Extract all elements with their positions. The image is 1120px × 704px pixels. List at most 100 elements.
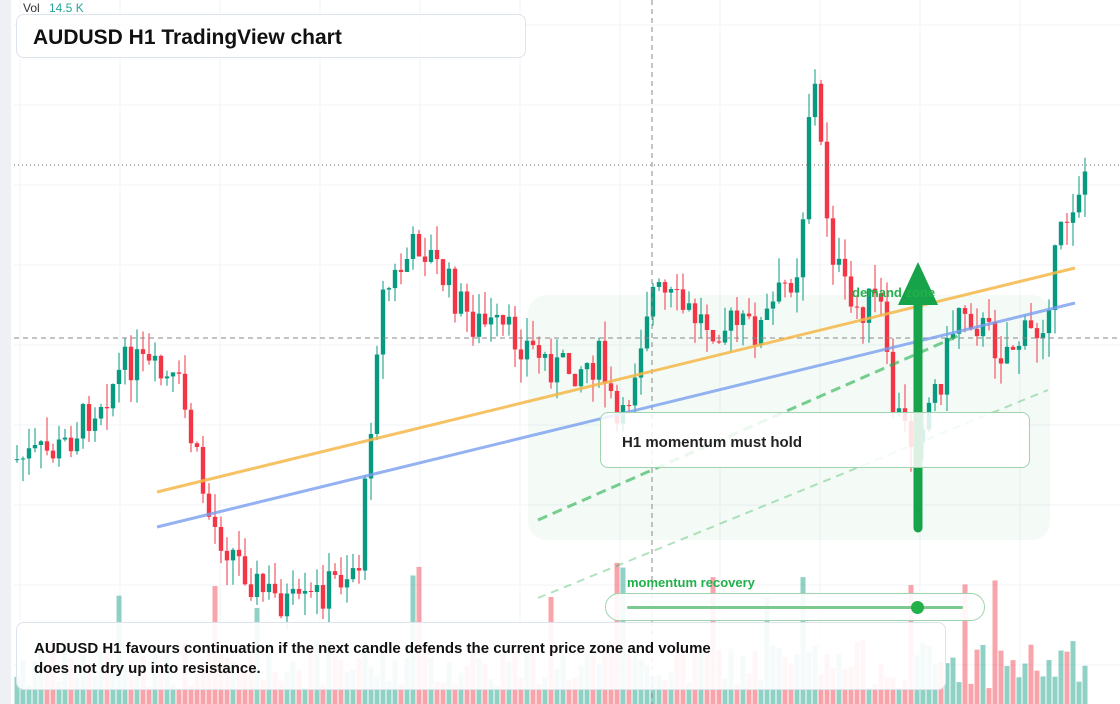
candle-body bbox=[356, 568, 362, 571]
candle-body bbox=[878, 293, 884, 302]
volume-bar bbox=[890, 676, 896, 704]
volume-bar bbox=[896, 687, 902, 704]
candle-body bbox=[950, 333, 956, 338]
candle-body bbox=[1028, 320, 1034, 329]
candle-body bbox=[554, 357, 560, 383]
candle-body bbox=[704, 314, 710, 331]
candle-body bbox=[278, 593, 284, 617]
volume-bar bbox=[986, 688, 992, 704]
grid bbox=[14, 0, 1120, 704]
candle-body bbox=[542, 353, 548, 358]
candle-body bbox=[122, 346, 128, 370]
candle-body bbox=[332, 571, 338, 575]
candle-body bbox=[890, 351, 896, 414]
slider[interactable] bbox=[605, 593, 985, 621]
candle-body bbox=[350, 568, 356, 580]
candle-body bbox=[602, 340, 608, 384]
volume-bar bbox=[170, 684, 176, 704]
candle-body bbox=[986, 317, 992, 322]
volume-bar bbox=[968, 683, 974, 704]
volume-bar bbox=[722, 678, 728, 704]
candle-body bbox=[770, 301, 776, 309]
candle-body bbox=[578, 369, 584, 387]
candle-body bbox=[404, 258, 410, 272]
volume-bar bbox=[1004, 666, 1010, 704]
candle-body bbox=[548, 353, 554, 383]
channel-line bbox=[537, 389, 1049, 599]
volume-bar bbox=[488, 678, 494, 704]
candle-body bbox=[44, 441, 50, 451]
volume-bar bbox=[518, 677, 524, 704]
candle-body bbox=[698, 314, 704, 324]
candle-body bbox=[932, 384, 938, 403]
volume-bar bbox=[962, 584, 968, 704]
candle-body bbox=[884, 301, 890, 352]
volume-bar bbox=[302, 687, 308, 704]
candle-body bbox=[170, 372, 176, 377]
candle-body bbox=[392, 269, 398, 289]
candle-body bbox=[632, 377, 638, 406]
candle-body bbox=[464, 291, 470, 312]
candle-body bbox=[368, 433, 374, 479]
candle-body bbox=[422, 256, 428, 262]
footer-text: AUDUSD H1 favours continuation if the ne… bbox=[34, 640, 711, 677]
volume-bar bbox=[872, 684, 878, 704]
candle-body bbox=[536, 345, 542, 358]
volume-bar bbox=[1052, 676, 1058, 704]
candle-body bbox=[98, 407, 104, 419]
candle-body bbox=[686, 303, 692, 310]
candle-body bbox=[848, 276, 854, 307]
candle-body bbox=[650, 286, 656, 317]
volume-bar bbox=[176, 688, 182, 704]
candle-body bbox=[290, 588, 296, 594]
volume-bar bbox=[536, 684, 542, 704]
candle-body bbox=[752, 316, 758, 346]
candle-body bbox=[158, 355, 164, 379]
candle-body bbox=[254, 573, 260, 598]
slider-track bbox=[627, 606, 963, 609]
candle-body bbox=[962, 308, 968, 314]
candle-body bbox=[818, 83, 824, 142]
candle-body bbox=[296, 588, 302, 594]
candle-body bbox=[626, 405, 632, 407]
candle-body bbox=[776, 282, 782, 302]
slider-knob[interactable] bbox=[911, 601, 924, 614]
candle-body bbox=[200, 446, 206, 494]
volume-bar bbox=[974, 649, 980, 704]
volume-bar bbox=[74, 677, 80, 704]
candle-body bbox=[596, 340, 602, 380]
candle-body bbox=[866, 288, 872, 323]
candle-body bbox=[854, 306, 860, 308]
candle-body bbox=[992, 321, 998, 359]
volume-bar bbox=[1040, 676, 1046, 704]
candle-body bbox=[494, 314, 500, 318]
candle-body bbox=[968, 313, 974, 329]
candle-body bbox=[524, 340, 530, 360]
candle-body bbox=[176, 372, 182, 374]
candle-body bbox=[440, 259, 446, 286]
candle-body bbox=[218, 526, 224, 551]
candle-body bbox=[590, 363, 596, 380]
candle-body bbox=[710, 330, 716, 342]
candle-body bbox=[560, 353, 566, 358]
candle-body bbox=[1040, 333, 1046, 339]
candle-body bbox=[782, 282, 788, 284]
candle-body bbox=[974, 328, 980, 337]
candle-body bbox=[572, 373, 578, 387]
volume-bar bbox=[944, 663, 950, 704]
candle-body bbox=[482, 313, 488, 325]
candle-body bbox=[830, 218, 836, 265]
volume-bar bbox=[278, 680, 284, 704]
candle-body bbox=[662, 282, 668, 293]
footer-box: AUDUSD H1 favours continuation if the ne… bbox=[16, 622, 946, 690]
volume-bar bbox=[686, 682, 692, 704]
candle-body bbox=[374, 354, 380, 434]
volume-bar bbox=[1028, 644, 1034, 704]
candle-body bbox=[212, 516, 218, 527]
candle-body bbox=[644, 316, 650, 349]
volume-bar bbox=[998, 650, 1004, 704]
volume-bar bbox=[26, 685, 32, 704]
callout: H1 momentum must hold bbox=[622, 434, 803, 451]
volume-bar bbox=[320, 684, 326, 704]
candle-body bbox=[128, 346, 134, 381]
